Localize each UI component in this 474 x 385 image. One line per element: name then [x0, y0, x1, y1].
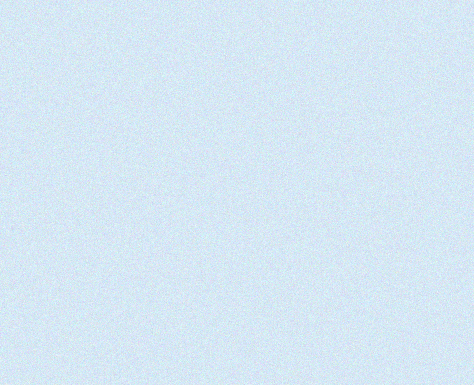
Text: 4: 4	[91, 270, 102, 288]
Text: 9: 9	[173, 203, 185, 221]
Text: 4: 4	[420, 270, 432, 288]
Text: 11: 11	[250, 177, 273, 194]
Bar	[385, 235, 467, 333]
Text: 7: 7	[338, 230, 349, 248]
X-axis label: Class Interval: Class Interval	[192, 360, 330, 378]
Bar	[55, 235, 138, 333]
Bar	[138, 114, 220, 333]
Bar	[220, 65, 302, 333]
Bar	[302, 162, 385, 333]
Title: Histogram: Histogram	[172, 7, 351, 36]
Y-axis label: Frequency: Frequency	[7, 134, 25, 239]
